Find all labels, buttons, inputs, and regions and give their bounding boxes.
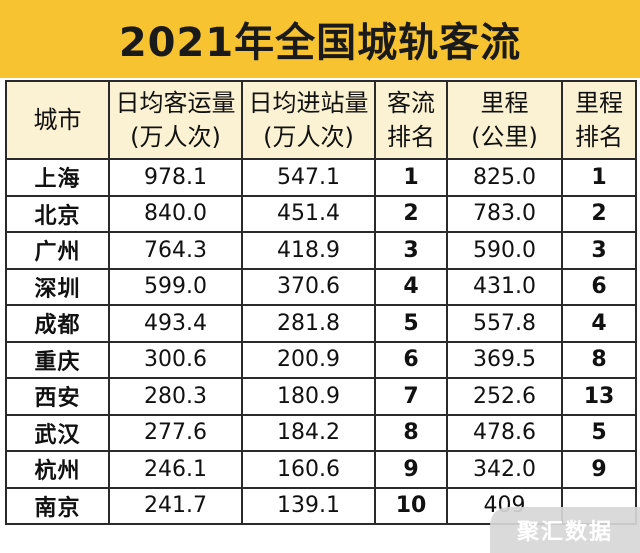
cell-city: 南京 xyxy=(5,486,110,525)
watermark-logo: 聚汇数据 xyxy=(490,507,640,553)
cell-daily-entries: 547.1 xyxy=(241,158,376,197)
header-city: 城市 xyxy=(5,80,110,160)
cell-daily-entries: 180.9 xyxy=(241,377,376,416)
cell-mileage-rank: 13 xyxy=(561,377,637,416)
cell-mileage: 478.6 xyxy=(446,413,563,452)
cell-mileage: 431.0 xyxy=(446,267,563,306)
cell-mileage-rank: 9 xyxy=(561,450,637,489)
cell-mileage-rank: 1 xyxy=(561,158,637,197)
cell-daily-ridership: 241.7 xyxy=(108,486,243,525)
cell-city: 重庆 xyxy=(5,340,110,379)
cell-ridership-rank: 6 xyxy=(374,340,448,379)
table-row: 武汉 277.6 184.2 8 478.6 5 xyxy=(5,413,637,452)
cell-ridership-rank: 5 xyxy=(374,304,448,343)
table-header: 城市 日均客运量 (万人次) 日均进站量 (万人次) 客流 排名 里程 (公里) 里程排… xyxy=(5,80,637,160)
cell-mileage-rank: 6 xyxy=(561,267,637,306)
cell-mileage: 252.6 xyxy=(446,377,563,416)
table-body: 上海 978.1 547.1 1 825.0 1 北京 840.0 451.4 2 783.0 2 广州… xyxy=(5,158,637,525)
metro-ridership-table: 城市 日均客运量 (万人次) 日均进站量 (万人次) 客流 排名 里程 (公里) 里程排… xyxy=(5,80,637,525)
cell-mileage: 557.8 xyxy=(446,304,563,343)
table-row: 重庆 300.6 200.9 6 369.5 8 xyxy=(5,340,637,379)
cell-daily-ridership: 493.4 xyxy=(108,304,243,343)
cell-daily-ridership: 599.0 xyxy=(108,267,243,306)
cell-mileage-rank: 4 xyxy=(561,304,637,343)
cell-ridership-rank: 3 xyxy=(374,231,448,270)
cell-city: 上海 xyxy=(5,158,110,197)
cell-city: 北京 xyxy=(5,194,110,233)
header-daily-ridership: 日均客运量 (万人次) xyxy=(108,80,243,160)
table-row: 杭州 246.1 160.6 9 342.0 9 xyxy=(5,450,637,489)
cell-daily-ridership: 277.6 xyxy=(108,413,243,452)
cell-city: 武汉 xyxy=(5,413,110,452)
cell-mileage-rank: 3 xyxy=(561,231,637,270)
cell-mileage: 783.0 xyxy=(446,194,563,233)
cell-city: 深圳 xyxy=(5,267,110,306)
cell-ridership-rank: 10 xyxy=(374,486,448,525)
header-ridership-rank: 客流 排名 xyxy=(374,80,448,160)
table-row: 广州 764.3 418.9 3 590.0 3 xyxy=(5,231,637,270)
cell-daily-entries: 281.8 xyxy=(241,304,376,343)
cell-ridership-rank: 2 xyxy=(374,194,448,233)
table-title: 2021年全国城轨客流 xyxy=(0,0,640,78)
cell-mileage-rank: 8 xyxy=(561,340,637,379)
cell-daily-ridership: 840.0 xyxy=(108,194,243,233)
table-row: 深圳 599.0 370.6 4 431.0 6 xyxy=(5,267,637,306)
table-row: 北京 840.0 451.4 2 783.0 2 xyxy=(5,194,637,233)
cell-daily-entries: 418.9 xyxy=(241,231,376,270)
cell-daily-ridership: 246.1 xyxy=(108,450,243,489)
cell-daily-entries: 184.2 xyxy=(241,413,376,452)
cell-daily-entries: 139.1 xyxy=(241,486,376,525)
table-row: 西安 280.3 180.9 7 252.6 13 xyxy=(5,377,637,416)
cell-daily-entries: 160.6 xyxy=(241,450,376,489)
cell-city: 广州 xyxy=(5,231,110,270)
header-mileage-rank: 里程 排名 xyxy=(561,80,637,160)
cell-ridership-rank: 9 xyxy=(374,450,448,489)
cell-mileage-rank: 2 xyxy=(561,194,637,233)
cell-mileage: 342.0 xyxy=(446,450,563,489)
cell-city: 成都 xyxy=(5,304,110,343)
header-mileage: 里程 (公里) xyxy=(446,80,563,160)
cell-city: 杭州 xyxy=(5,450,110,489)
cell-daily-entries: 451.4 xyxy=(241,194,376,233)
header-daily-entries: 日均进站量 (万人次) xyxy=(241,80,376,160)
table-row: 成都 493.4 281.8 5 557.8 4 xyxy=(5,304,637,343)
cell-mileage: 369.5 xyxy=(446,340,563,379)
cell-mileage-rank: 5 xyxy=(561,413,637,452)
cell-daily-ridership: 300.6 xyxy=(108,340,243,379)
cell-mileage: 590.0 xyxy=(446,231,563,270)
cell-ridership-rank: 7 xyxy=(374,377,448,416)
cell-ridership-rank: 8 xyxy=(374,413,448,452)
cell-daily-ridership: 978.1 xyxy=(108,158,243,197)
cell-city: 西安 xyxy=(5,377,110,416)
cell-daily-entries: 370.6 xyxy=(241,267,376,306)
table-row: 上海 978.1 547.1 1 825.0 1 xyxy=(5,158,637,197)
cell-ridership-rank: 4 xyxy=(374,267,448,306)
cell-daily-ridership: 280.3 xyxy=(108,377,243,416)
cell-daily-entries: 200.9 xyxy=(241,340,376,379)
cell-ridership-rank: 1 xyxy=(374,158,448,197)
cell-daily-ridership: 764.3 xyxy=(108,231,243,270)
header-row: 城市 日均客运量 (万人次) 日均进站量 (万人次) 客流 排名 里程 (公里) 里程排… xyxy=(5,80,637,160)
cell-mileage: 825.0 xyxy=(446,158,563,197)
